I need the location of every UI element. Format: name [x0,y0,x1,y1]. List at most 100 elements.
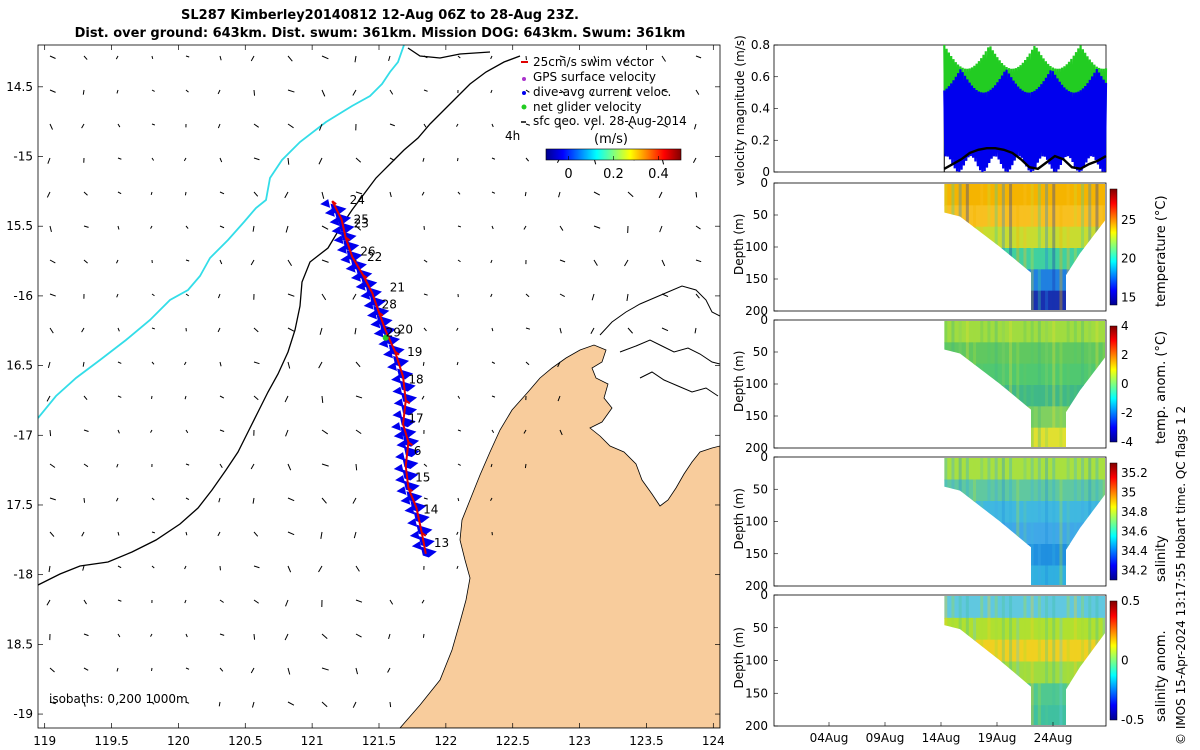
surface-vector [423,89,428,92]
current-velocity-vector [395,475,412,487]
surface-vector [457,225,462,228]
temperature-anomaly-profile-stripe [1066,321,1070,447]
swim-vector-track [331,200,427,554]
temperature-colorbar-tick: 15 [1121,290,1136,304]
surface-vector [219,463,223,468]
legend-current-marker [522,91,526,95]
surface-vector [593,191,601,196]
surface-velocity-vectors [46,55,702,708]
current-velocity-vector [378,339,395,351]
temperature-ylabel: Depth (m) [732,214,746,275]
surface-vector [83,225,89,228]
day-label: 17 [408,412,423,426]
surface-vector [116,89,119,94]
surface-vector [287,123,294,129]
surface-vector [253,191,259,197]
temperature-profile-stripe [1073,184,1077,310]
surface-vector [185,531,188,536]
surface-vector [525,123,531,126]
salinity-colorbar-tick: 35 [1121,485,1136,499]
salinity-colorbar-tick: 34.2 [1121,563,1148,577]
temperature-profile-stripe [1030,184,1034,310]
surface-vector [593,55,598,63]
map-ytick-label: -19 [13,707,33,721]
temperature-anomaly-ytick-label: 200 [745,441,768,455]
salinity-profile-stripe [1059,458,1063,585]
surface-vector [253,599,259,604]
salinity-profile-stripe [1117,458,1120,587]
surface-vector [219,633,225,636]
day-label: 20 [398,323,413,337]
surface-vector [184,191,187,196]
temperature-profile-stripe [1009,184,1013,310]
day-label: 25 [354,212,369,226]
surface-vector [46,395,51,402]
current-velocity-vector [350,272,367,284]
surface-vector [117,123,121,128]
surface-vector [456,327,459,331]
surface-vector [352,293,357,300]
salinity-anomaly-profile-stripe [1081,596,1085,725]
surface-vector [219,361,222,367]
surface-vector [287,565,292,573]
surface-vector [320,531,323,539]
colorbar-tick-label: 0.2 [603,167,624,182]
salinity-ylabel: Depth (m) [732,488,746,549]
surface-vector [695,191,698,198]
temperature-band [944,205,1105,228]
surface-vector [83,463,89,468]
surface-vector [117,327,120,332]
surface-vector [352,497,357,504]
salinity-ytick-label: 100 [745,515,768,529]
current-velocity-vector [392,410,409,422]
surface-vector [185,497,190,501]
surface-vector [389,599,394,605]
surface-vector [185,463,190,466]
surface-vector [250,259,255,266]
surface-vector [287,293,295,297]
temperature-colorbar [1109,188,1118,306]
surface-vector [49,463,56,468]
surface-vector [217,327,221,333]
temperature-anomaly-colorbar-tick: 2 [1121,348,1129,362]
legend-gps-velocity: GPS surface velocity [533,70,656,84]
salinity-ytick-label: 50 [753,482,768,496]
surface-vector [624,259,629,267]
current-velocity-vector [391,422,408,434]
surface-vector [354,327,357,335]
temperature-anomaly-profile-stripe [1117,321,1120,449]
surface-vector [150,191,153,196]
surface-vector [319,327,323,335]
surface-vector [253,531,259,537]
swim-vector [378,311,384,317]
surface-vector [423,497,428,500]
surface-vector [251,701,255,708]
surface-vector [355,667,359,675]
salinity-anomaly-ytick-label: 100 [745,654,768,668]
isobath-1000m [407,47,491,59]
surface-vector [82,361,85,367]
current-velocity-vector [395,452,412,464]
temperature-ytick-label: 150 [745,272,768,286]
legend-net-velocity: net glider velocity [533,100,641,114]
surface-vector [490,497,493,502]
surface-vector [219,667,224,672]
surface-vector [559,259,566,263]
surface-vector [83,497,86,503]
surface-vector [219,259,223,265]
surface-vector [117,395,122,398]
salinity-band [944,479,1105,502]
surface-vector [253,327,259,333]
map-xtick-label: 119 [33,734,56,748]
surface-vector [490,259,493,264]
surface-vector [47,361,51,368]
surface-vector [559,123,562,130]
current-velocity-vector [396,440,413,452]
surface-track-line [38,45,405,419]
surface-vector [423,259,428,263]
surface-vector [388,55,391,62]
current-velocity-vector [393,463,410,475]
surface-vector [524,191,527,197]
temperature-anomaly-ytick-label: 0 [760,313,768,327]
